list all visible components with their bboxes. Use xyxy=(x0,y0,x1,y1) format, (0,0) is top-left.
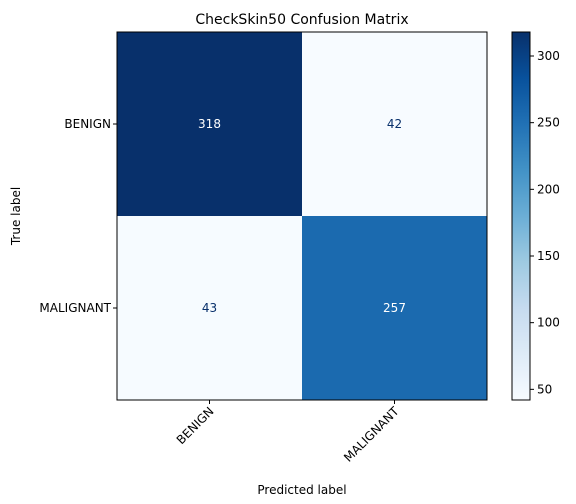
colorbar xyxy=(511,31,531,401)
y-tick-label: MALIGNANT xyxy=(39,301,111,315)
colorbar-ticks: 50 100 150 200 250 300 xyxy=(530,49,560,396)
colorbar-tick-label: 50 xyxy=(537,382,552,396)
y-axis-label: True label xyxy=(9,187,23,246)
heatmap-cell-0-1 xyxy=(302,32,487,216)
cell-value-label-0-0: 318 xyxy=(198,117,221,131)
heatmap-cell-0-0 xyxy=(117,32,302,216)
cell-value-label-1-0: 43 xyxy=(202,301,217,315)
heatmap-cell-1-0 xyxy=(117,216,302,400)
x-axis-label: Predicted label xyxy=(257,483,346,497)
colorbar-tick-label: 250 xyxy=(537,116,560,130)
chart-title: CheckSkin50 Confusion Matrix xyxy=(195,12,408,28)
cell-value-labels: 318 42 43 257 xyxy=(198,117,406,315)
colorbar-tick-label: 150 xyxy=(537,249,560,263)
plot-frame xyxy=(116,31,488,401)
cell-value-label-1-1: 257 xyxy=(383,301,406,315)
cell-value-label-0-1: 42 xyxy=(387,117,402,131)
x-tick-label: MALIGNANT xyxy=(341,404,402,465)
colorbar-tick-label: 100 xyxy=(537,316,560,330)
y-axis-ticks: BENIGN MALIGNANT xyxy=(39,117,117,315)
x-axis-ticks: BENIGN MALIGNANT xyxy=(174,400,402,465)
heatmap-cells xyxy=(117,32,487,400)
y-tick-label: BENIGN xyxy=(64,117,111,131)
colorbar-tick-label: 300 xyxy=(537,49,560,63)
colorbar-tick-label: 200 xyxy=(537,182,560,196)
heatmap-cell-1-1 xyxy=(302,216,487,400)
x-tick-label: BENIGN xyxy=(174,404,217,447)
